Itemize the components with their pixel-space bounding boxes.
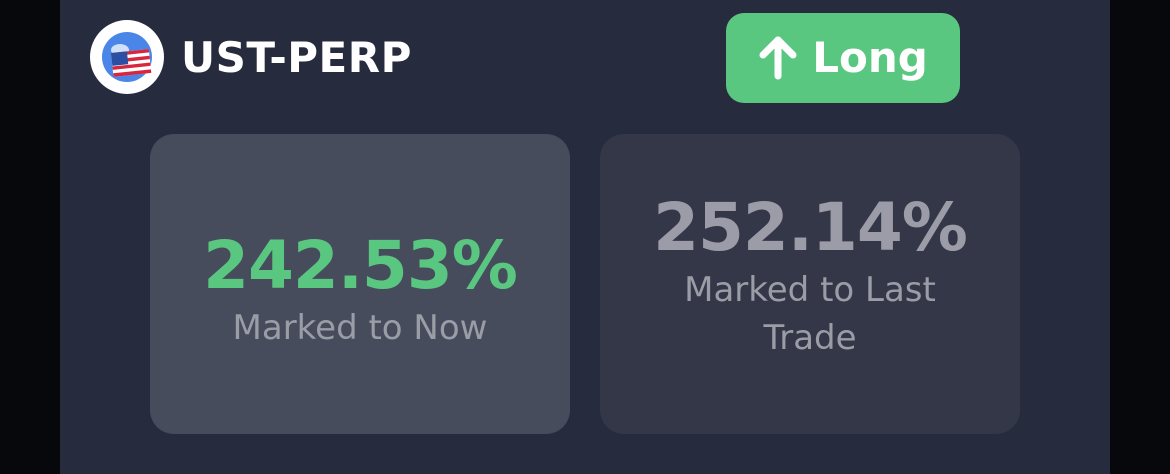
marked-to-last-trade-value: 252.14% (653, 189, 968, 266)
long-side-button[interactable]: Long (726, 13, 960, 103)
marked-to-now-value: 242.53% (203, 227, 518, 304)
ust-flag-logo-icon (90, 20, 164, 94)
marked-to-now-caption: Marked to Now (232, 308, 488, 348)
marked-to-now-card: 242.53% Marked to Now (150, 134, 570, 434)
market-header: UST-PERP Long (90, 13, 960, 103)
marked-to-last-trade-caption: Marked to Last Trade (684, 270, 936, 358)
arrow-up-icon (758, 36, 798, 80)
long-label: Long (812, 33, 928, 82)
market-symbol: UST-PERP (181, 33, 412, 82)
marked-to-last-trade-card: 252.14% Marked to Last Trade (600, 134, 1020, 434)
